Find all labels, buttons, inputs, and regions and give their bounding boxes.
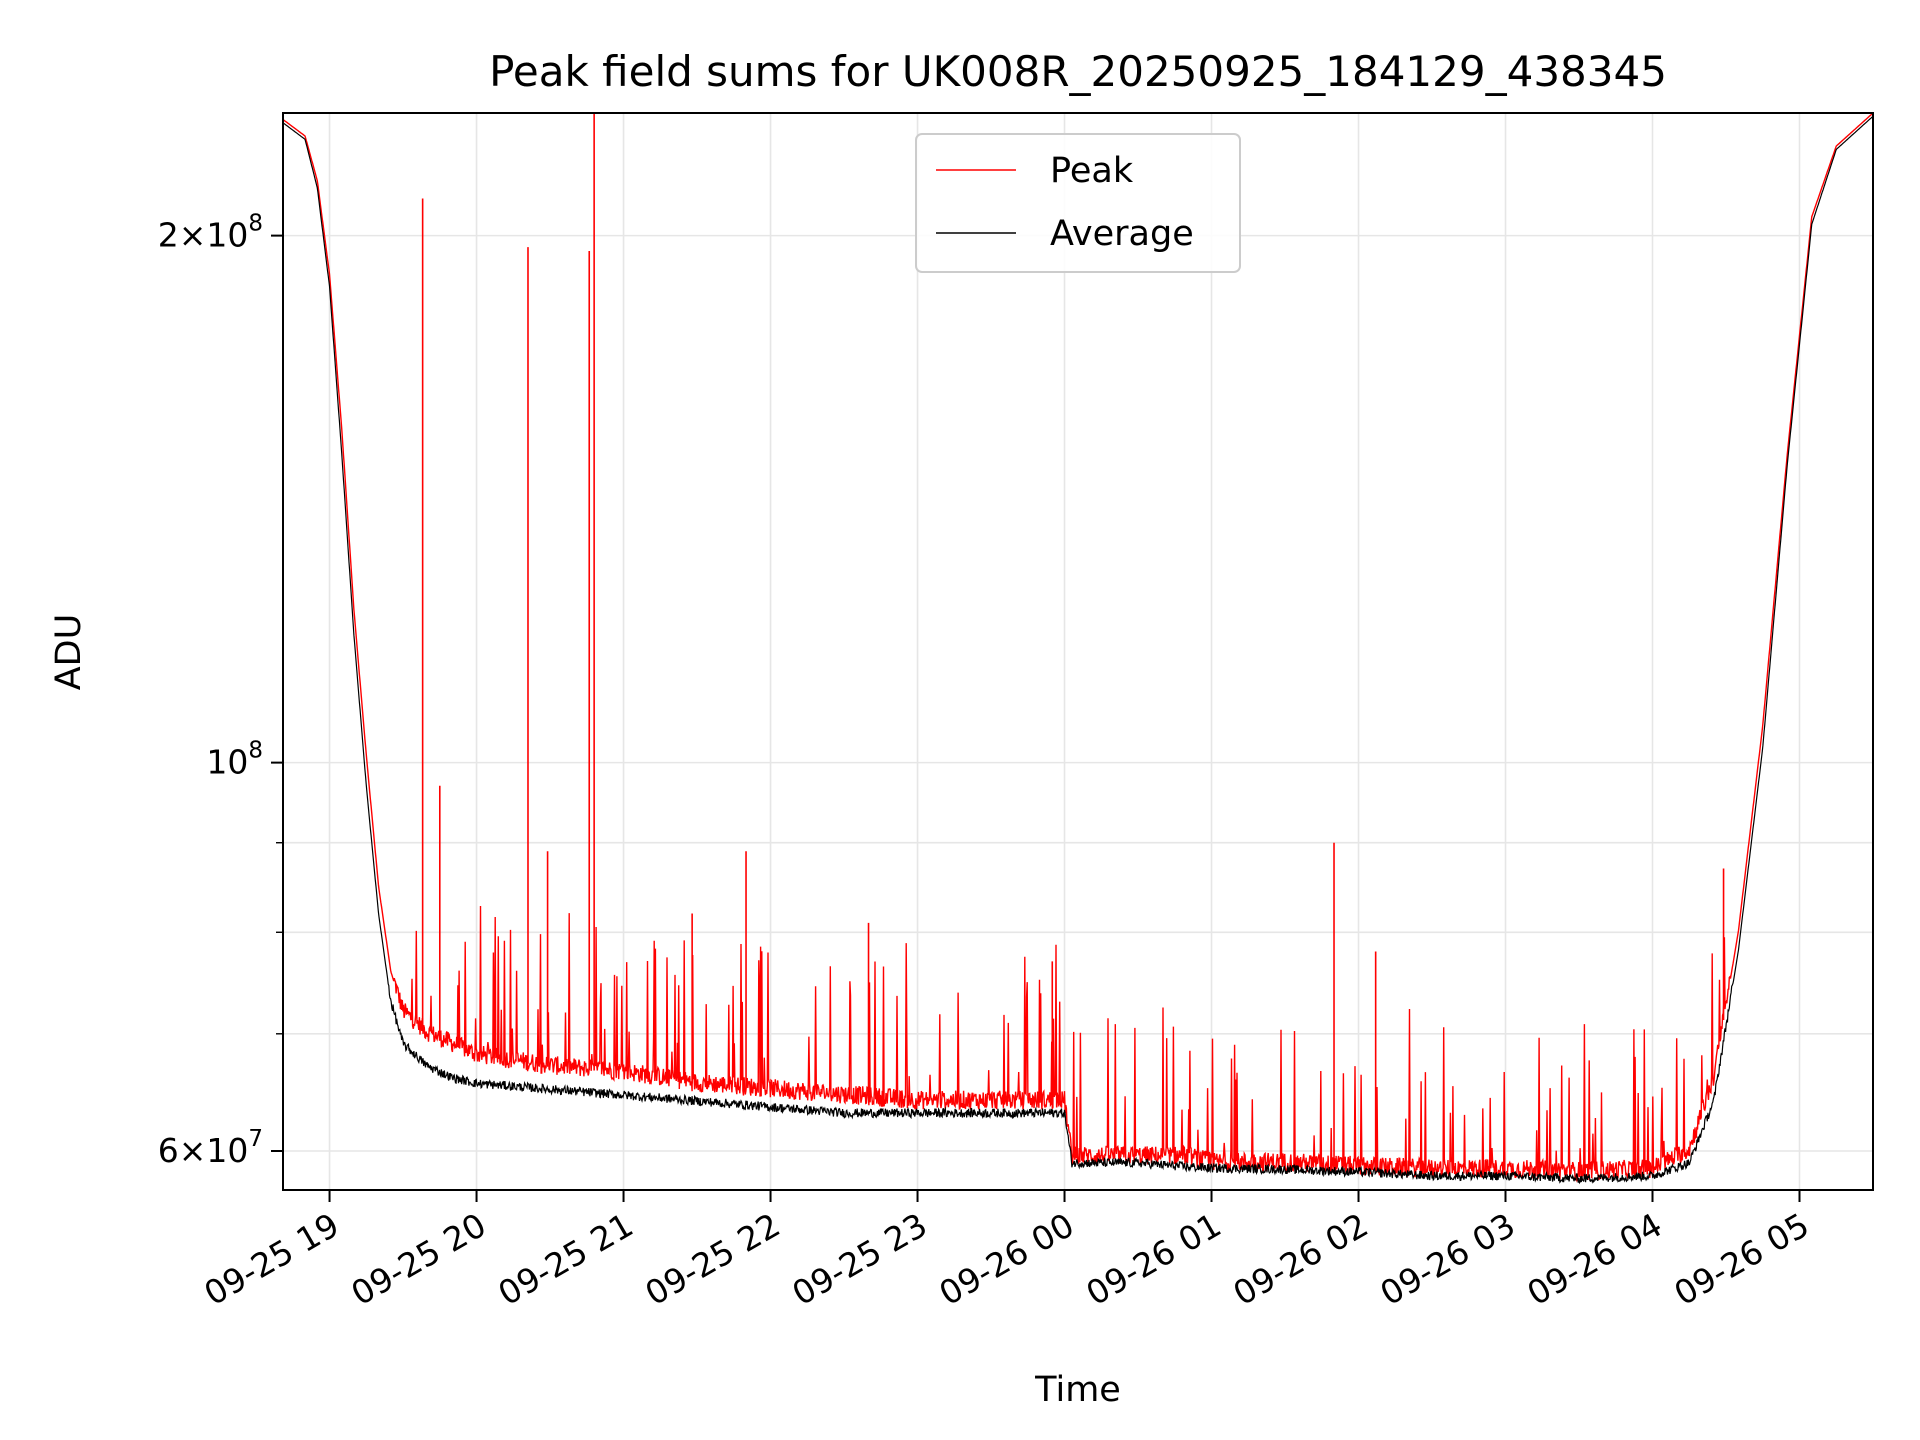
plot-frame <box>282 112 1874 1191</box>
y-tick-label: 2×108 <box>158 211 263 255</box>
legend: Peak Average <box>915 133 1241 273</box>
x-axis-label: Time <box>1034 1370 1121 1410</box>
plot-series <box>282 112 1874 1185</box>
y-tick-label: 6×107 <box>158 1126 263 1170</box>
y-tick-label: 108 <box>206 738 263 782</box>
chart-title: Peak field sums for UK008R_20250925_1841… <box>489 47 1667 96</box>
legend-label-average: Average <box>1050 214 1194 254</box>
series-line-average <box>282 115 1874 1185</box>
y-axis-label: ADU <box>49 614 89 691</box>
legend-label-peak: Peak <box>1050 151 1134 191</box>
legend-box <box>915 133 1241 273</box>
